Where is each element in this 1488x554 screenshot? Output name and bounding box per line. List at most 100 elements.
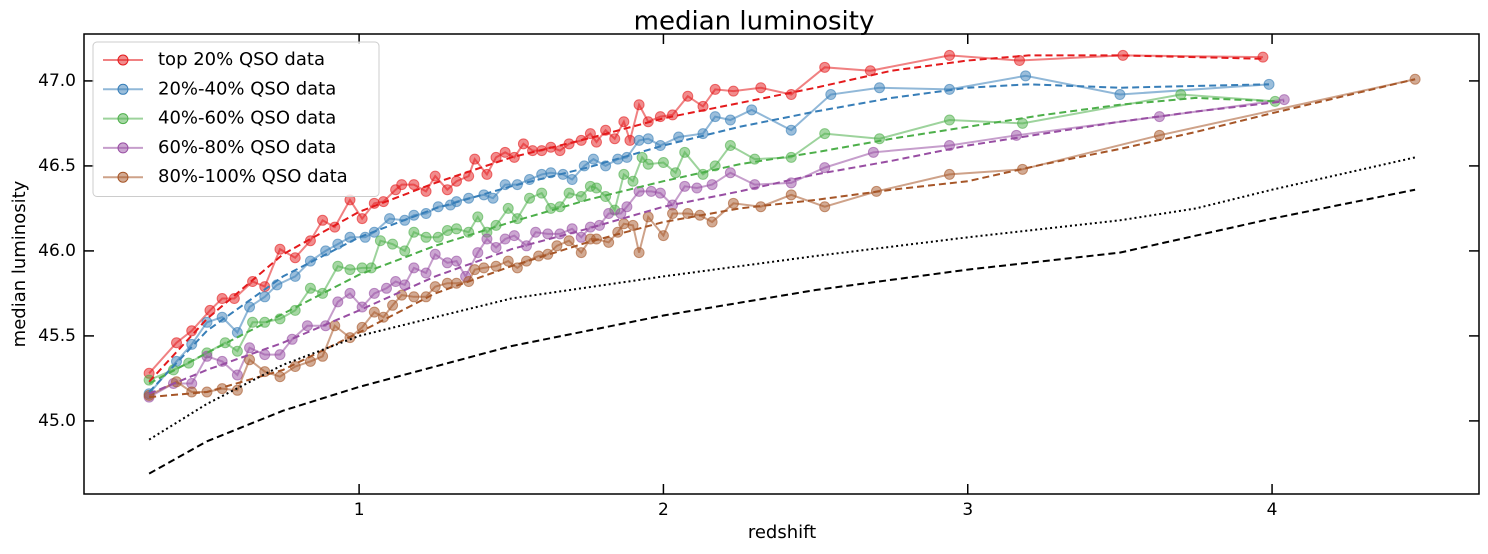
data-point xyxy=(429,170,441,182)
data-point xyxy=(633,99,645,111)
data-point xyxy=(420,231,432,243)
data-point xyxy=(441,257,453,269)
data-point xyxy=(624,134,636,146)
data-point xyxy=(603,208,615,220)
data-point xyxy=(420,267,432,279)
legend-label: 40%-60% QSO data xyxy=(158,108,336,129)
data-point xyxy=(304,282,316,294)
data-point xyxy=(259,366,271,378)
data-point xyxy=(785,189,797,201)
legend-label: 80%-100% QSO data xyxy=(158,166,348,187)
data-point xyxy=(657,230,669,242)
data-point xyxy=(618,218,630,230)
data-point xyxy=(943,114,955,126)
data-point xyxy=(441,225,453,237)
data-point xyxy=(590,182,602,194)
data-point xyxy=(819,201,831,213)
data-point xyxy=(524,174,536,186)
data-point xyxy=(667,109,679,121)
data-point xyxy=(682,90,694,102)
data-point xyxy=(819,61,831,73)
data-point xyxy=(171,337,183,349)
data-point xyxy=(384,213,396,225)
legend-marker xyxy=(117,83,129,95)
data-point xyxy=(231,345,243,357)
fit-line xyxy=(148,54,1263,383)
data-point xyxy=(216,293,228,305)
data-point xyxy=(374,235,386,247)
data-point xyxy=(524,192,536,204)
data-point xyxy=(408,291,420,303)
legend-marker xyxy=(117,171,129,183)
data-point xyxy=(867,146,879,158)
data-point xyxy=(408,179,420,191)
legend-marker xyxy=(117,54,129,66)
data-point xyxy=(575,231,587,243)
data-point xyxy=(186,386,198,398)
data-point xyxy=(697,100,709,112)
data-point xyxy=(682,208,694,220)
data-point xyxy=(289,270,301,282)
data-point xyxy=(633,247,645,259)
data-line xyxy=(148,93,1276,382)
data-point xyxy=(621,151,633,163)
data-point xyxy=(724,167,736,179)
data-point xyxy=(344,264,356,276)
data-point xyxy=(432,201,444,213)
data-point xyxy=(502,202,514,214)
data-point xyxy=(627,219,639,231)
y-tick-label: 45.5 xyxy=(38,326,76,346)
data-point xyxy=(247,316,259,328)
data-point xyxy=(1278,94,1290,106)
x-tick-label: 4 xyxy=(1267,500,1278,520)
fit-line xyxy=(148,156,1416,441)
data-point xyxy=(478,262,490,274)
data-point xyxy=(216,311,228,323)
data-point xyxy=(642,133,654,145)
data-point xyxy=(289,252,301,264)
y-tick-label: 47.0 xyxy=(38,71,76,91)
data-point xyxy=(274,371,286,383)
data-point xyxy=(654,187,666,199)
data-point xyxy=(618,168,630,180)
data-point xyxy=(368,306,380,318)
data-point xyxy=(332,296,344,308)
legend-label: 60%-80% QSO data xyxy=(158,137,336,158)
data-point xyxy=(390,276,402,288)
data-point xyxy=(755,82,767,94)
legend-label: 20%-40% QSO data xyxy=(158,78,336,99)
legend-box xyxy=(92,41,380,197)
data-point xyxy=(499,146,511,158)
data-point xyxy=(679,146,691,158)
data-point xyxy=(481,168,493,180)
data-point xyxy=(450,277,462,289)
data-point xyxy=(490,260,502,272)
data-point xyxy=(679,180,691,192)
data-point xyxy=(259,291,271,303)
data-point xyxy=(554,228,566,240)
data-point xyxy=(554,145,566,157)
data-point xyxy=(542,228,554,240)
data-point xyxy=(563,235,575,247)
data-point xyxy=(490,151,502,163)
data-point xyxy=(584,128,596,140)
data-point xyxy=(575,191,587,203)
data-point xyxy=(429,248,441,260)
y-tick-label: 46.5 xyxy=(38,156,76,176)
data-point xyxy=(785,124,797,136)
data-point xyxy=(709,83,721,95)
fit-line xyxy=(148,96,1276,385)
data-point xyxy=(670,167,682,179)
data-point xyxy=(450,175,462,187)
data-point xyxy=(396,179,408,191)
data-point xyxy=(408,262,420,274)
data-point xyxy=(517,138,529,150)
data-point xyxy=(429,281,441,293)
data-point xyxy=(387,299,399,311)
data-point xyxy=(691,182,703,194)
data-point xyxy=(642,158,654,170)
data-point xyxy=(1114,89,1126,101)
data-point xyxy=(469,264,481,276)
data-point xyxy=(727,85,739,97)
